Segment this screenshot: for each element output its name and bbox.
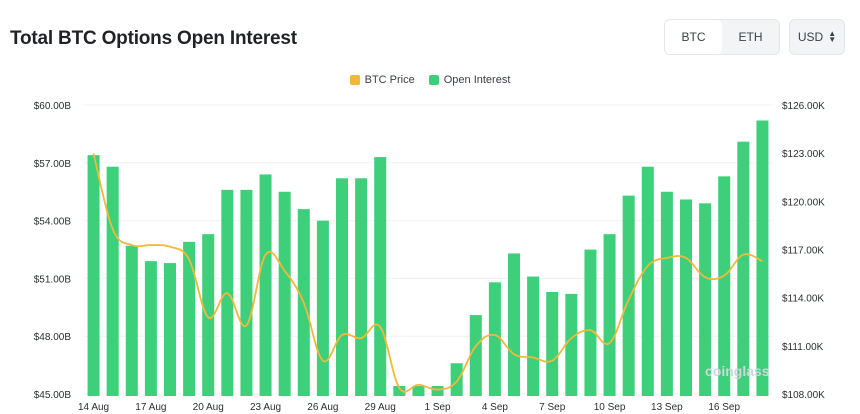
x-tick-label: 23 Aug bbox=[250, 402, 281, 413]
x-tick-label: 16 Sep bbox=[708, 402, 740, 413]
tab-eth[interactable]: ETH bbox=[722, 20, 779, 54]
legend-item-btc-price[interactable]: BTC Price bbox=[349, 74, 415, 86]
legend-swatch-btc-price bbox=[349, 75, 360, 85]
bar-open-interest[interactable] bbox=[412, 386, 425, 396]
bar-open-interest[interactable] bbox=[546, 291, 559, 396]
line-series-btc-price bbox=[92, 153, 763, 393]
y-axis-left: $60.00B $57.00B $54.00B $51.00B $48.00B $45.0… bbox=[34, 101, 72, 401]
bar-open-interest[interactable] bbox=[641, 166, 654, 396]
bar-open-interest[interactable] bbox=[144, 261, 157, 396]
bar-open-interest[interactable] bbox=[278, 191, 291, 396]
bar-open-interest[interactable] bbox=[527, 276, 540, 396]
y-right-tick-label: $123.00K bbox=[782, 149, 825, 160]
bar-open-interest[interactable] bbox=[488, 282, 501, 396]
bar-open-interest[interactable] bbox=[603, 234, 616, 396]
bar-open-interest[interactable] bbox=[737, 141, 750, 396]
y-left-tick-label: $54.00B bbox=[34, 217, 72, 228]
bar-open-interest[interactable] bbox=[699, 203, 712, 396]
y-left-tick-label: $48.00B bbox=[34, 332, 72, 343]
asset-toggle: BTC ETH bbox=[664, 19, 780, 55]
bar-open-interest[interactable] bbox=[584, 249, 597, 396]
bar-open-interest[interactable] bbox=[316, 220, 329, 396]
chevron-up-down-icon: ▲ ▼ bbox=[828, 29, 837, 44]
bar-series-open-interest bbox=[87, 120, 769, 396]
y-right-tick-label: $120.00K bbox=[782, 197, 825, 208]
x-tick-label: 20 Aug bbox=[193, 402, 224, 413]
legend-swatch-open-interest bbox=[428, 75, 439, 85]
x-tick-label: 14 Aug bbox=[78, 402, 109, 413]
bar-open-interest[interactable] bbox=[718, 176, 731, 396]
y-right-tick-label: $117.00K bbox=[782, 246, 824, 257]
bar-open-interest[interactable] bbox=[183, 241, 196, 396]
y-left-tick-label: $51.00B bbox=[34, 274, 72, 285]
x-tick-label: 26 Aug bbox=[307, 402, 338, 413]
x-axis: 14 Aug 17 Aug 20 Aug 23 Aug 26 Aug 29 Aug 1 Se… bbox=[78, 402, 741, 413]
x-tick-label: 4 Sep bbox=[482, 402, 509, 413]
y-right-tick-label: $111.00K bbox=[782, 342, 824, 353]
tab-btc[interactable]: BTC bbox=[665, 20, 722, 54]
legend-item-open-interest[interactable]: Open Interest bbox=[428, 74, 511, 86]
legend-label-open-interest: Open Interest bbox=[443, 74, 511, 86]
currency-select[interactable]: USD ▲ ▼ bbox=[789, 19, 845, 55]
bar-open-interest[interactable] bbox=[756, 120, 769, 396]
bar-open-interest[interactable] bbox=[336, 178, 348, 396]
y-left-tick-label: $57.00B bbox=[34, 159, 72, 170]
currency-value: USD bbox=[797, 30, 824, 44]
bar-open-interest[interactable] bbox=[565, 293, 578, 396]
bar-open-interest[interactable] bbox=[106, 166, 119, 396]
chart-grid bbox=[84, 104, 772, 395]
bar-open-interest[interactable] bbox=[355, 178, 368, 396]
bar-open-interest[interactable] bbox=[660, 191, 673, 396]
x-tick-label: 10 Sep bbox=[594, 402, 626, 413]
y-left-tick-label: $60.00B bbox=[34, 101, 72, 112]
y-left-tick-label: $45.00B bbox=[34, 390, 72, 401]
watermark: coinglass bbox=[705, 363, 770, 379]
bar-open-interest[interactable] bbox=[374, 157, 387, 396]
legend-label-btc-price: BTC Price bbox=[364, 74, 415, 86]
page-title: Total BTC Options Open Interest bbox=[10, 28, 297, 49]
bar-open-interest[interactable] bbox=[164, 263, 176, 396]
bar-open-interest[interactable] bbox=[125, 245, 138, 396]
bar-open-interest[interactable] bbox=[508, 253, 520, 396]
bar-open-interest[interactable] bbox=[450, 363, 463, 396]
bar-open-interest[interactable] bbox=[240, 189, 253, 396]
x-tick-label: 29 Aug bbox=[365, 402, 396, 413]
bar-open-interest[interactable] bbox=[259, 174, 272, 396]
bar-open-interest[interactable] bbox=[431, 386, 444, 396]
bar-open-interest[interactable] bbox=[87, 155, 100, 396]
bar-open-interest[interactable] bbox=[680, 199, 692, 396]
x-tick-label: 7 Sep bbox=[539, 402, 566, 413]
bar-open-interest[interactable] bbox=[202, 234, 215, 396]
x-tick-label: 13 Sep bbox=[651, 402, 683, 413]
y-right-tick-label: $108.00K bbox=[782, 390, 825, 401]
y-right-tick-label: $114.00K bbox=[782, 294, 824, 305]
x-tick-label: 17 Aug bbox=[135, 402, 166, 413]
bar-open-interest[interactable] bbox=[393, 386, 406, 396]
y-right-tick-label: $126.00K bbox=[782, 101, 825, 112]
chart-legend: BTC Price Open Interest bbox=[0, 74, 860, 86]
y-axis-right: $126.00K $123.00K $120.00K $117.00K $114.00K… bbox=[782, 101, 825, 401]
bar-open-interest[interactable] bbox=[469, 315, 482, 396]
x-tick-label: 1 Sep bbox=[424, 402, 451, 413]
bar-open-interest[interactable] bbox=[622, 195, 635, 396]
